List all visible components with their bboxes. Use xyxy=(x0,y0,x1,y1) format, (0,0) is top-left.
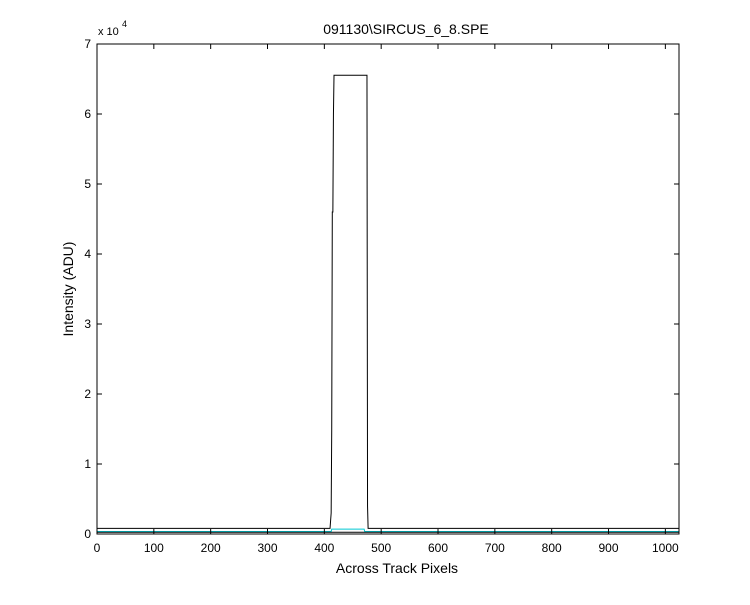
y-axis-label: Intensity (ADU) xyxy=(60,242,76,337)
y-tick-label: 6 xyxy=(84,107,91,121)
x-tick-label: 400 xyxy=(314,541,334,555)
x-tick-label: 500 xyxy=(371,541,391,555)
series-layer xyxy=(97,74,679,533)
y-tick-label: 4 xyxy=(84,247,91,261)
chart-title: 091130\SIRCUS_6_8.SPE xyxy=(323,21,489,37)
x-tick-label: 300 xyxy=(257,541,277,555)
x-axis-label: Across Track Pixels xyxy=(336,560,458,576)
y-exponent-power: 4 xyxy=(122,19,127,29)
plot-area xyxy=(97,44,679,534)
y-tick-label: 1 xyxy=(84,457,91,471)
y-tick-label: 2 xyxy=(84,387,91,401)
axes-box xyxy=(96,43,680,535)
y-exponent-base: x 10 xyxy=(98,26,119,38)
series-line-1 xyxy=(97,74,679,529)
plot-background xyxy=(97,44,679,534)
x-tick-label: 0 xyxy=(94,541,101,555)
x-tick-label: 900 xyxy=(599,541,619,555)
x-tick-label: 1000 xyxy=(652,541,679,555)
y-tick-label: 5 xyxy=(84,177,91,191)
series-line-2 xyxy=(97,528,679,533)
x-tick-label: 600 xyxy=(428,541,448,555)
x-tick-label: 800 xyxy=(542,541,562,555)
axes-layer: 0 100 200 300 400 500 600 700 800 900 1000 0 1 2 3 4 5 6 7 xyxy=(84,37,680,555)
y-tick-label: 3 xyxy=(84,317,91,331)
y-tick-label: 0 xyxy=(84,527,91,541)
x-tick-label: 100 xyxy=(144,541,164,555)
x-tick-label: 700 xyxy=(485,541,505,555)
y-tick-label: 7 xyxy=(84,37,91,51)
x-tick-label: 200 xyxy=(201,541,221,555)
